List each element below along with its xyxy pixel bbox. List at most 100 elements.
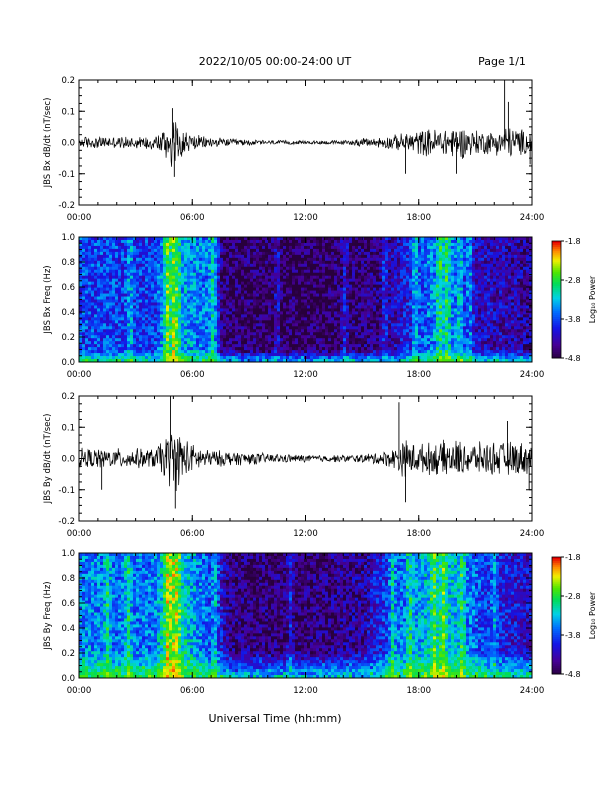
heatmap-cell — [199, 341, 203, 345]
heatmap-cell — [367, 257, 371, 262]
heatmap-cell — [343, 257, 347, 262]
heatmap-cell — [400, 242, 404, 247]
heatmap-cell — [256, 272, 260, 277]
heatmap-cell — [133, 296, 137, 300]
heatmap-cell — [199, 344, 203, 348]
heatmap-cell — [166, 344, 170, 348]
heatmap-cell — [115, 308, 119, 312]
heatmap-cell — [184, 323, 188, 327]
heatmap-cell — [199, 278, 203, 283]
heatmap-cell — [226, 326, 230, 330]
heatmap-cell — [376, 257, 380, 262]
heatmap-cell — [262, 353, 266, 357]
heatmap-cell — [253, 293, 257, 297]
heatmap-cell — [388, 239, 392, 244]
heatmap-cell — [268, 344, 272, 348]
heatmap-cell — [325, 341, 329, 345]
heatmap-cell — [88, 305, 92, 309]
heatmap-cell — [349, 266, 353, 271]
heatmap-cell — [241, 284, 245, 288]
heatmap-cell — [133, 281, 137, 286]
heatmap-cell — [340, 305, 344, 309]
heatmap-cell — [253, 242, 257, 247]
heatmap-cell — [136, 251, 140, 256]
heatmap-cell — [385, 269, 389, 274]
heatmap-cell — [292, 266, 296, 271]
heatmap-cell — [256, 260, 260, 265]
heatmap-cell — [379, 305, 383, 309]
heatmap-cell — [223, 299, 227, 303]
heatmap-cell — [100, 305, 104, 309]
heatmap-cell — [397, 266, 401, 271]
heatmap-cell — [139, 338, 143, 342]
heatmap-cell — [253, 290, 257, 294]
heatmap-cell — [115, 305, 119, 309]
heatmap-cell — [139, 341, 143, 345]
heatmap-cell — [283, 335, 287, 339]
heatmap-cell — [382, 278, 386, 283]
heatmap-cell — [283, 311, 287, 315]
heatmap-cell — [331, 299, 335, 303]
heatmap-cell — [142, 335, 146, 339]
heatmap-cell — [118, 275, 122, 280]
heatmap-cell — [103, 287, 107, 291]
heatmap-cell — [187, 299, 191, 303]
heatmap-cell — [259, 266, 263, 271]
heatmap-cell — [298, 323, 302, 327]
heatmap-cell — [91, 269, 95, 274]
heatmap-cell — [412, 251, 416, 256]
heatmap-cell — [124, 278, 128, 283]
heatmap-cell — [103, 347, 107, 351]
heatmap-cell — [172, 323, 176, 327]
heatmap-cell — [406, 326, 410, 330]
heatmap-cell — [391, 353, 395, 357]
heatmap-cell — [247, 314, 251, 318]
heatmap-cell — [103, 359, 107, 363]
heatmap-cell — [196, 266, 200, 271]
heatmap-cell — [298, 248, 302, 253]
heatmap-cell — [85, 314, 89, 318]
heatmap-cell — [97, 311, 101, 315]
heatmap-cell — [421, 308, 425, 312]
heatmap-cell — [259, 281, 263, 286]
heatmap-cell — [256, 332, 260, 336]
heatmap-cell — [121, 239, 125, 244]
heatmap-cell — [253, 302, 257, 306]
heatmap-cell — [214, 278, 218, 283]
heatmap-cell — [397, 311, 401, 315]
heatmap-cell — [364, 323, 368, 327]
heatmap-cell — [301, 308, 305, 312]
heatmap-cell — [211, 254, 215, 259]
heatmap-cell — [112, 299, 116, 303]
heatmap-cell — [418, 347, 422, 351]
heatmap-cell — [322, 359, 326, 363]
heatmap-cell — [214, 308, 218, 312]
heatmap-cell — [223, 314, 227, 318]
heatmap-cell — [187, 239, 191, 244]
heatmap-cell — [379, 350, 383, 354]
heatmap-cell — [292, 311, 296, 315]
heatmap-cell — [331, 239, 335, 244]
heatmap-cell — [295, 317, 299, 321]
heatmap-cell — [337, 290, 341, 294]
heatmap-cell — [322, 281, 326, 286]
heatmap-cell — [154, 269, 158, 274]
heatmap-cell — [421, 263, 425, 268]
heatmap-cell — [319, 317, 323, 321]
heatmap-cell — [298, 305, 302, 309]
heatmap-cell — [373, 326, 377, 330]
heatmap-cell — [187, 242, 191, 247]
heatmap-cell — [325, 302, 329, 306]
heatmap-cell — [367, 329, 371, 333]
heatmap-cell — [208, 254, 212, 259]
heatmap-cell — [196, 326, 200, 330]
heatmap-cell — [94, 302, 98, 306]
heatmap-cell — [373, 356, 377, 360]
heatmap-cell — [394, 245, 398, 250]
heatmap-cell — [148, 281, 152, 286]
heatmap-cell — [88, 287, 92, 291]
heatmap-cell — [178, 344, 182, 348]
heatmap-cell — [118, 278, 122, 283]
heatmap-cell — [373, 242, 377, 247]
heatmap-cell — [205, 281, 209, 286]
